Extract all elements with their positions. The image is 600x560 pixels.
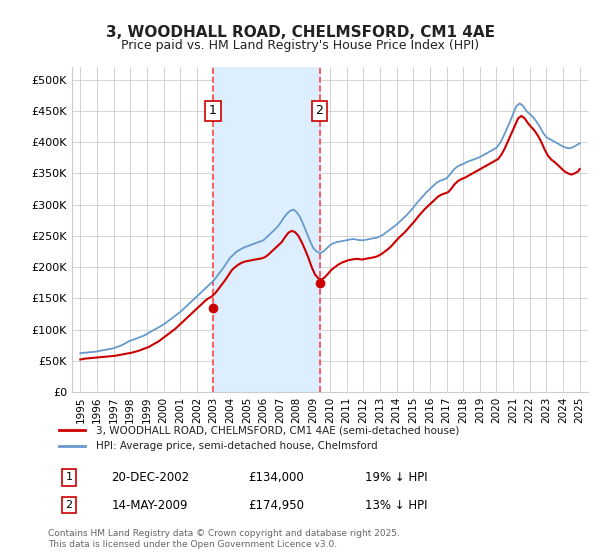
Text: Price paid vs. HM Land Registry's House Price Index (HPI): Price paid vs. HM Land Registry's House … xyxy=(121,39,479,52)
Text: 2: 2 xyxy=(316,104,323,118)
Bar xyxy=(213,67,320,392)
Text: HPI: Average price, semi-detached house, Chelmsford: HPI: Average price, semi-detached house,… xyxy=(95,441,377,451)
Text: 13% ↓ HPI: 13% ↓ HPI xyxy=(365,498,427,512)
Text: £174,950: £174,950 xyxy=(248,498,305,512)
Text: 1: 1 xyxy=(65,473,73,482)
Text: 1: 1 xyxy=(209,104,217,118)
Text: Contains HM Land Registry data © Crown copyright and database right 2025.
This d: Contains HM Land Registry data © Crown c… xyxy=(48,529,400,549)
Text: 14-MAY-2009: 14-MAY-2009 xyxy=(112,498,188,512)
Text: £134,000: £134,000 xyxy=(248,471,304,484)
Text: 3, WOODHALL ROAD, CHELMSFORD, CM1 4AE: 3, WOODHALL ROAD, CHELMSFORD, CM1 4AE xyxy=(106,25,494,40)
Text: 2: 2 xyxy=(65,500,73,510)
Text: 3, WOODHALL ROAD, CHELMSFORD, CM1 4AE (semi-detached house): 3, WOODHALL ROAD, CHELMSFORD, CM1 4AE (s… xyxy=(95,425,459,435)
Text: 19% ↓ HPI: 19% ↓ HPI xyxy=(365,471,427,484)
Text: 20-DEC-2002: 20-DEC-2002 xyxy=(112,471,190,484)
